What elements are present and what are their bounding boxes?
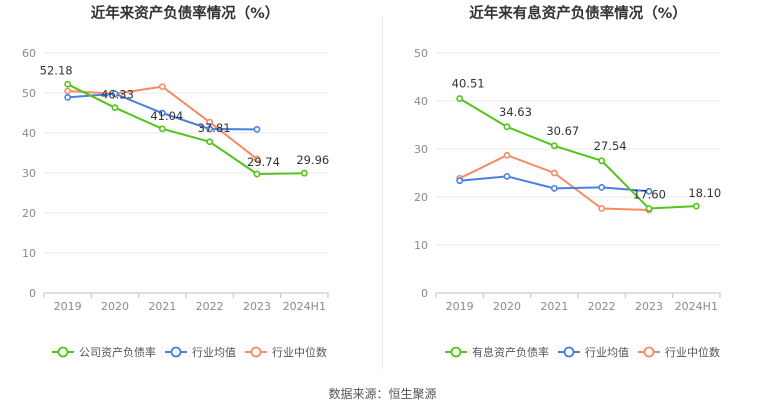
x-tick-label: 2020: [493, 300, 521, 313]
y-tick-label: 20: [414, 191, 428, 204]
y-tick-label: 0: [29, 287, 36, 300]
data-point-company: [253, 170, 261, 178]
data-point-median: [206, 118, 214, 126]
y-tick-label: 40: [22, 127, 36, 140]
data-label: 29.74: [247, 155, 280, 169]
data-point-avg: [111, 90, 119, 98]
data-point-avg: [64, 94, 72, 101]
legend-marker: [250, 346, 262, 358]
data-point-median: [253, 155, 261, 163]
data-point-avg: [158, 109, 166, 117]
legend-item-avg[interactable]: 行业均值: [165, 346, 236, 359]
legend-item-avg[interactable]: 行业均值: [558, 346, 629, 359]
legend-label: 行业均值: [192, 346, 236, 359]
data-point-median: [598, 205, 606, 212]
data-point-avg: [645, 187, 653, 195]
data-label: 27.54: [594, 139, 627, 153]
x-tick-label: 2021: [148, 300, 176, 313]
source-text: 数据来源：恒生聚源: [328, 386, 436, 401]
data-point-median: [503, 151, 511, 159]
data-point-company: [550, 142, 558, 150]
data-point-company: [503, 123, 511, 131]
legend-label: 公司资产负债率: [79, 345, 156, 359]
data-point-company: [158, 125, 166, 133]
data-point-company: [64, 80, 72, 88]
legend-label: 有息资产负债率: [472, 345, 549, 359]
data-label: 30.67: [546, 124, 579, 138]
chart-panel-2: 近年来有息资产负债率情况（%） 0 10 20 30 40 50 2019 2020 2021 20…: [414, 4, 721, 359]
data-point-median: [64, 87, 72, 95]
legend-label: 行业中位数: [272, 345, 327, 359]
x-tick-label: 2023: [635, 300, 663, 313]
data-point-avg: [253, 125, 261, 133]
legend-marker: [450, 346, 462, 358]
x-tick-label: 2022: [588, 300, 616, 313]
chart-panel-1: 近年来资产负债率情况（%） 0 10 20 30 40 50 60 2019 2020 2021 20…: [22, 4, 329, 359]
data-point-median: [550, 169, 558, 177]
data-point-company: [456, 95, 464, 102]
data-point-avg: [550, 184, 558, 192]
data-point-avg: [598, 183, 606, 191]
y-tick-label: 10: [414, 239, 428, 252]
data-label: 34.63: [499, 105, 532, 119]
data-label: 41.04: [150, 109, 183, 123]
data-point-company: [206, 138, 214, 146]
y-tick-label: 50: [22, 87, 36, 100]
x-tick-label: 2024H1: [675, 300, 718, 313]
x-tick-label: 2019: [54, 300, 82, 313]
data-point-company: [692, 202, 700, 210]
y-tick-label: 10: [22, 247, 36, 260]
series-line-company: [459, 97, 697, 210]
x-tick-label: 2022: [196, 300, 224, 313]
legend-marker: [643, 346, 655, 358]
data-label: 18.10: [688, 186, 721, 200]
x-tick-label: 2023: [243, 300, 271, 313]
chart-title: 近年来资产负债率情况（%）: [91, 4, 280, 22]
legend-marker: [170, 346, 182, 358]
data-point-avg: [503, 172, 511, 180]
x-tick-label: 2019: [446, 300, 474, 313]
data-label: 37.81: [198, 121, 231, 135]
x-tick-label: 2024H1: [283, 300, 326, 313]
data-point-company: [300, 169, 308, 177]
legend-item-median[interactable]: 行业中位数: [245, 345, 327, 359]
data-label: 52.18: [40, 63, 73, 77]
data-point-company: [598, 157, 606, 165]
legend-marker: [57, 346, 69, 358]
series-line-company: [67, 83, 305, 176]
data-point-company: [645, 205, 653, 212]
legend-label: 行业均值: [585, 346, 629, 359]
data-point-company: [111, 104, 119, 112]
x-tick-label: 2021: [540, 300, 568, 313]
y-tick-label: 50: [414, 47, 428, 60]
y-tick-label: 30: [22, 167, 36, 180]
y-tick-label: 20: [22, 207, 36, 220]
legend-item-median[interactable]: 行业中位数: [638, 345, 720, 359]
data-label: 29.96: [296, 153, 329, 167]
data-point-avg: [456, 177, 464, 185]
data-point-avg: [206, 125, 214, 133]
legend-item-company[interactable]: 公司资产负债率: [52, 345, 156, 359]
series-line-median: [459, 154, 650, 211]
data-label: 46.33: [101, 88, 134, 102]
x-tick-label: 2020: [101, 300, 129, 313]
legend-marker: [563, 346, 575, 358]
y-tick-label: 30: [414, 143, 428, 156]
y-tick-label: 60: [22, 47, 36, 60]
y-tick-label: 40: [414, 95, 428, 108]
data-label: 40.51: [452, 77, 485, 91]
data-point-median: [158, 83, 166, 90]
legend-item-company[interactable]: 有息资产负债率: [445, 345, 549, 359]
legend-label: 行业中位数: [665, 345, 720, 359]
chart-title: 近年来有息资产负债率情况（%）: [469, 4, 687, 22]
data-label: 17.60: [633, 188, 666, 202]
y-tick-label: 0: [421, 287, 428, 300]
